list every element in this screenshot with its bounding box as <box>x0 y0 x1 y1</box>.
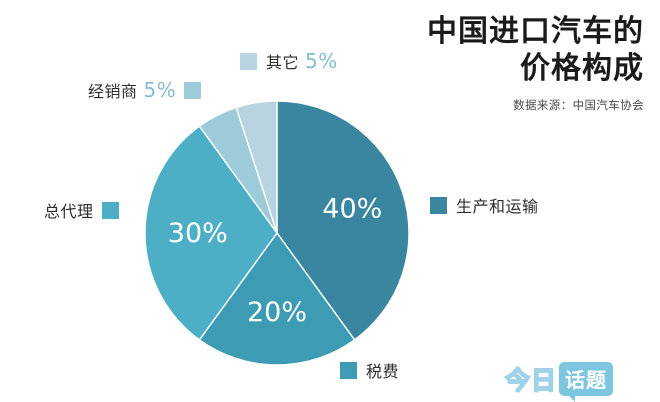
legend-pct-dealer: 5% <box>143 78 177 102</box>
pie-slice[interactable] <box>198 231 356 366</box>
watermark-text-bubble: 话题 <box>559 362 614 402</box>
pie-slice-value-label: 20% <box>247 297 307 328</box>
pie-chart: 40% 20% 30% <box>144 99 410 366</box>
legend-label-production: 生产和运输 <box>456 197 539 216</box>
pie-slice[interactable] <box>276 100 410 341</box>
legend-swatch-tax <box>340 361 357 379</box>
legend-item-other[interactable]: 其它 5% <box>240 49 338 73</box>
legend-item-agent[interactable]: 总代理 <box>44 198 119 222</box>
legend-item-tax[interactable]: 税费 <box>340 358 399 382</box>
legend-swatch-production <box>430 196 447 214</box>
legend-label-agent: 总代理 <box>44 202 94 221</box>
legend-label-tax: 税费 <box>366 362 400 381</box>
legend-pct-other: 5% <box>305 49 338 73</box>
pie-slice[interactable] <box>235 100 278 234</box>
legend-item-production[interactable]: 生产和运输 <box>430 193 539 217</box>
data-source-text: 数据来源：中国汽车协会 <box>513 98 644 113</box>
pie-slice[interactable] <box>144 125 278 341</box>
pie-slice-value-label: 40% <box>322 194 382 225</box>
page-title-line-2: 价格构成 <box>520 50 644 86</box>
page-title-line-1: 中国进口汽车的 <box>427 14 644 49</box>
pie-label-group: 40% 20% 30% <box>168 194 383 329</box>
watermark-text-outline: 今日 <box>504 365 558 396</box>
legend-label-other: 其它 <box>266 53 300 72</box>
legend-swatch-other <box>240 52 257 70</box>
legend-swatch-agent <box>101 201 119 219</box>
pie-chart-svg: 40% 20% 30% <box>144 100 410 366</box>
watermark-logo: 今日 话题 <box>504 361 614 402</box>
legend-label-dealer: 经销商 <box>88 82 138 101</box>
pie-slice-group <box>144 100 410 366</box>
pie-slice-value-label: 30% <box>168 218 228 249</box>
legend-item-dealer[interactable]: 经销商 5% <box>88 78 202 102</box>
legend-swatch-dealer <box>184 81 202 99</box>
title-block: 中国进口汽车的 价格构成 数据来源：中国汽车协会 <box>344 14 644 113</box>
